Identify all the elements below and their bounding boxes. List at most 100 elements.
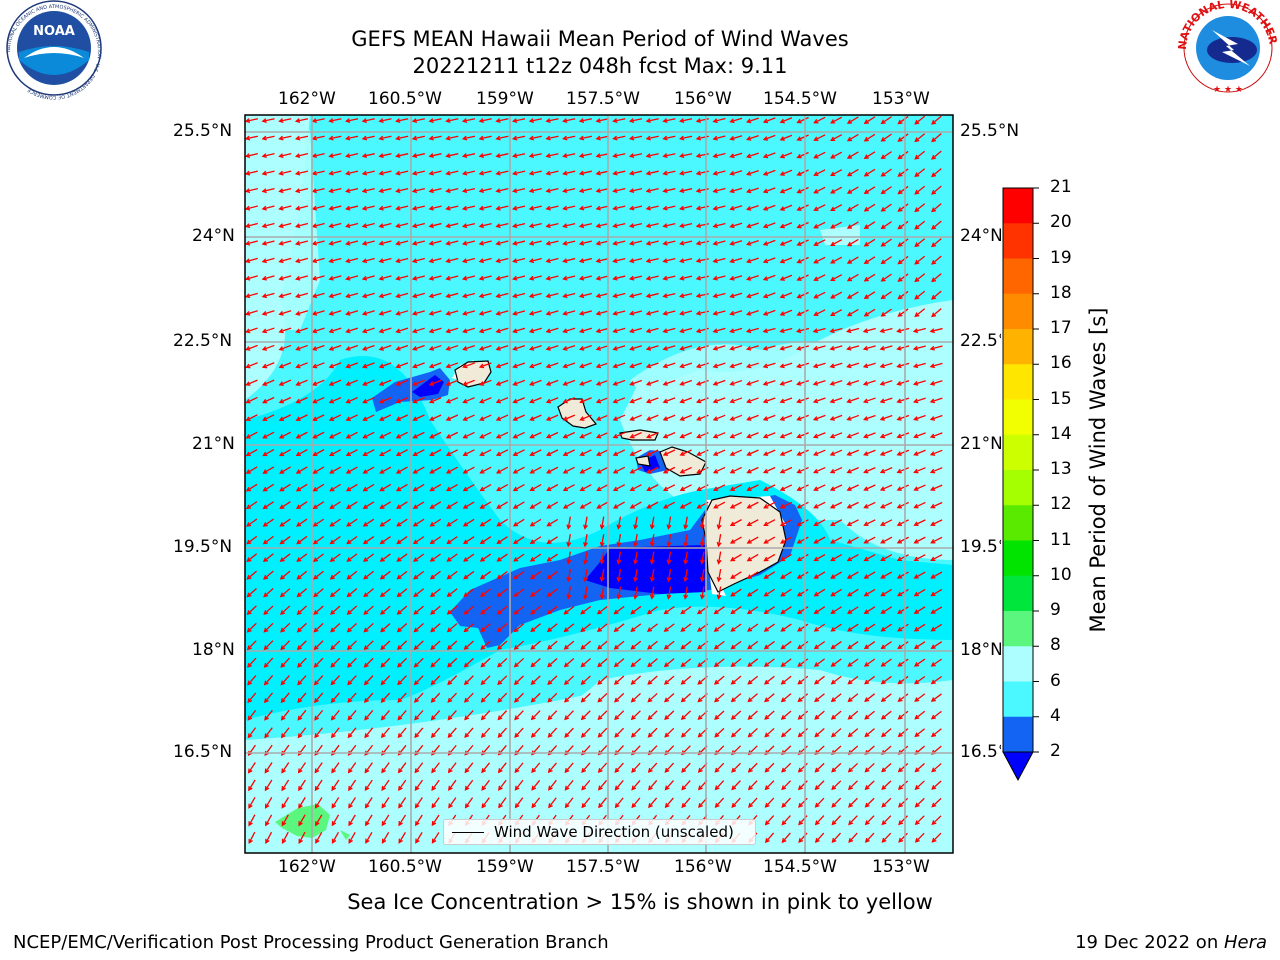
wind-wave-arrow (281, 727, 290, 738)
wind-wave-arrow (363, 431, 375, 439)
wind-wave-arrowhead (880, 154, 886, 160)
wind-wave-arrowhead (649, 594, 655, 600)
wind-wave-arrowhead (612, 205, 618, 211)
wind-wave-arrow (531, 797, 541, 808)
wind-wave-arrowhead (896, 503, 902, 509)
wind-wave-arrow (898, 273, 909, 282)
wind-wave-arrow (781, 762, 792, 773)
wind-wave-arrowhead (913, 486, 919, 491)
wind-wave-arrow (797, 116, 809, 124)
wind-wave-arrow (646, 327, 659, 333)
wind-wave-arrowhead (578, 240, 585, 246)
wind-wave-arrow (646, 118, 659, 122)
wind-wave-arrowhead (580, 662, 586, 668)
wind-wave-arrow (780, 204, 793, 211)
wind-wave-arrowhead (578, 223, 585, 229)
wind-wave-arrow (831, 728, 842, 737)
wind-wave-arrowhead (347, 662, 353, 668)
wind-wave-arrowhead (729, 170, 735, 176)
wind-wave-arrowhead (796, 416, 802, 421)
wind-wave-arrowhead (848, 802, 853, 808)
wind-wave-arrowhead (562, 469, 568, 474)
wind-wave-arrow (563, 414, 576, 421)
wind-wave-arrow (514, 605, 525, 615)
wind-wave-arrowhead (863, 154, 869, 159)
wind-wave-arrowhead (746, 591, 753, 597)
wind-wave-arrow (631, 640, 642, 650)
wind-wave-arrowhead (863, 503, 869, 509)
wind-wave-arrow (530, 588, 542, 597)
wind-wave-arrow (362, 187, 375, 193)
wind-wave-arrowhead (528, 275, 535, 281)
wind-wave-arrow (380, 605, 391, 615)
wind-wave-arrowhead (381, 785, 387, 792)
wind-wave-arrowhead (897, 242, 903, 247)
wind-wave-arrowhead (796, 311, 802, 316)
wind-wave-arrowhead (579, 504, 585, 509)
colorbar-extend-min (1002, 751, 1034, 782)
wind-wave-arrowhead (781, 820, 787, 826)
wind-wave-arrowhead (629, 504, 635, 509)
wind-wave-arrowhead (680, 609, 686, 615)
wind-wave-arrowhead (361, 275, 368, 281)
wind-wave-arrowhead (612, 433, 618, 439)
wind-wave-arrowhead (846, 416, 852, 421)
wind-wave-arrowhead (462, 451, 468, 456)
wind-wave-arrowhead (596, 627, 603, 633)
wind-wave-arrowhead (747, 627, 753, 632)
wind-wave-arrow (364, 692, 374, 703)
wind-wave-arrow (530, 397, 542, 403)
wind-wave-arrow (246, 187, 258, 193)
wind-wave-arrow (881, 168, 892, 177)
wind-wave-arrowhead (361, 170, 368, 176)
wind-wave-arrow (730, 484, 742, 491)
wind-wave-arrow (329, 344, 342, 351)
wind-wave-arrowhead (562, 328, 568, 334)
wind-wave-arrowhead (347, 697, 353, 704)
wind-wave-arrow (681, 693, 692, 702)
wind-wave-arrow (730, 275, 743, 280)
wind-wave-arrowhead (897, 697, 903, 702)
wind-wave-arrow (667, 533, 672, 547)
wind-wave-arrow (362, 153, 375, 157)
wind-wave-arrowhead (712, 118, 718, 124)
wind-wave-arrow (429, 135, 442, 140)
wind-wave-arrow (848, 675, 859, 685)
wind-wave-arrow (347, 553, 358, 562)
wind-wave-arrowhead (328, 223, 334, 229)
wind-wave-arrowhead (562, 381, 568, 386)
wind-wave-arrow (898, 185, 909, 195)
wind-wave-arrowhead (597, 767, 603, 774)
colorbar-tick-label: 8 (1050, 635, 1061, 656)
wind-wave-arrowhead (646, 486, 652, 491)
wind-wave-arrowhead (830, 136, 836, 142)
wind-wave-arrow (263, 449, 275, 456)
wind-wave-arrow (747, 623, 759, 632)
wind-wave-arrow (546, 240, 559, 245)
wind-wave-arrow (463, 205, 476, 210)
wind-wave-arrow (379, 379, 392, 386)
wind-wave-arrow (313, 431, 325, 439)
wind-wave-arrowhead (830, 311, 836, 317)
wind-wave-arrow (646, 292, 659, 298)
wind-wave-arrow (847, 221, 859, 229)
wind-wave-arrow (247, 588, 257, 597)
wind-wave-arrow (446, 292, 459, 298)
wind-wave-arrowhead (479, 539, 485, 545)
wind-wave-arrow (667, 586, 672, 599)
wind-wave-arrow (329, 292, 342, 298)
wind-wave-arrowhead (496, 486, 502, 492)
wind-wave-arrowhead (279, 522, 285, 527)
wind-wave-arrow (313, 379, 325, 386)
wind-wave-arrowhead (779, 276, 785, 281)
wind-wave-arrow (864, 221, 876, 229)
wind-wave-arrowhead (931, 785, 937, 790)
wind-wave-arrowhead (447, 768, 453, 774)
wind-wave-arrowhead (830, 224, 836, 229)
wind-wave-arrowhead (363, 697, 369, 703)
wind-wave-arrowhead (398, 838, 403, 844)
wind-wave-arrow (663, 292, 676, 298)
wind-wave-arrowhead (362, 486, 368, 492)
wind-wave-arrow (781, 710, 792, 720)
wind-wave-arrowhead (746, 241, 752, 246)
